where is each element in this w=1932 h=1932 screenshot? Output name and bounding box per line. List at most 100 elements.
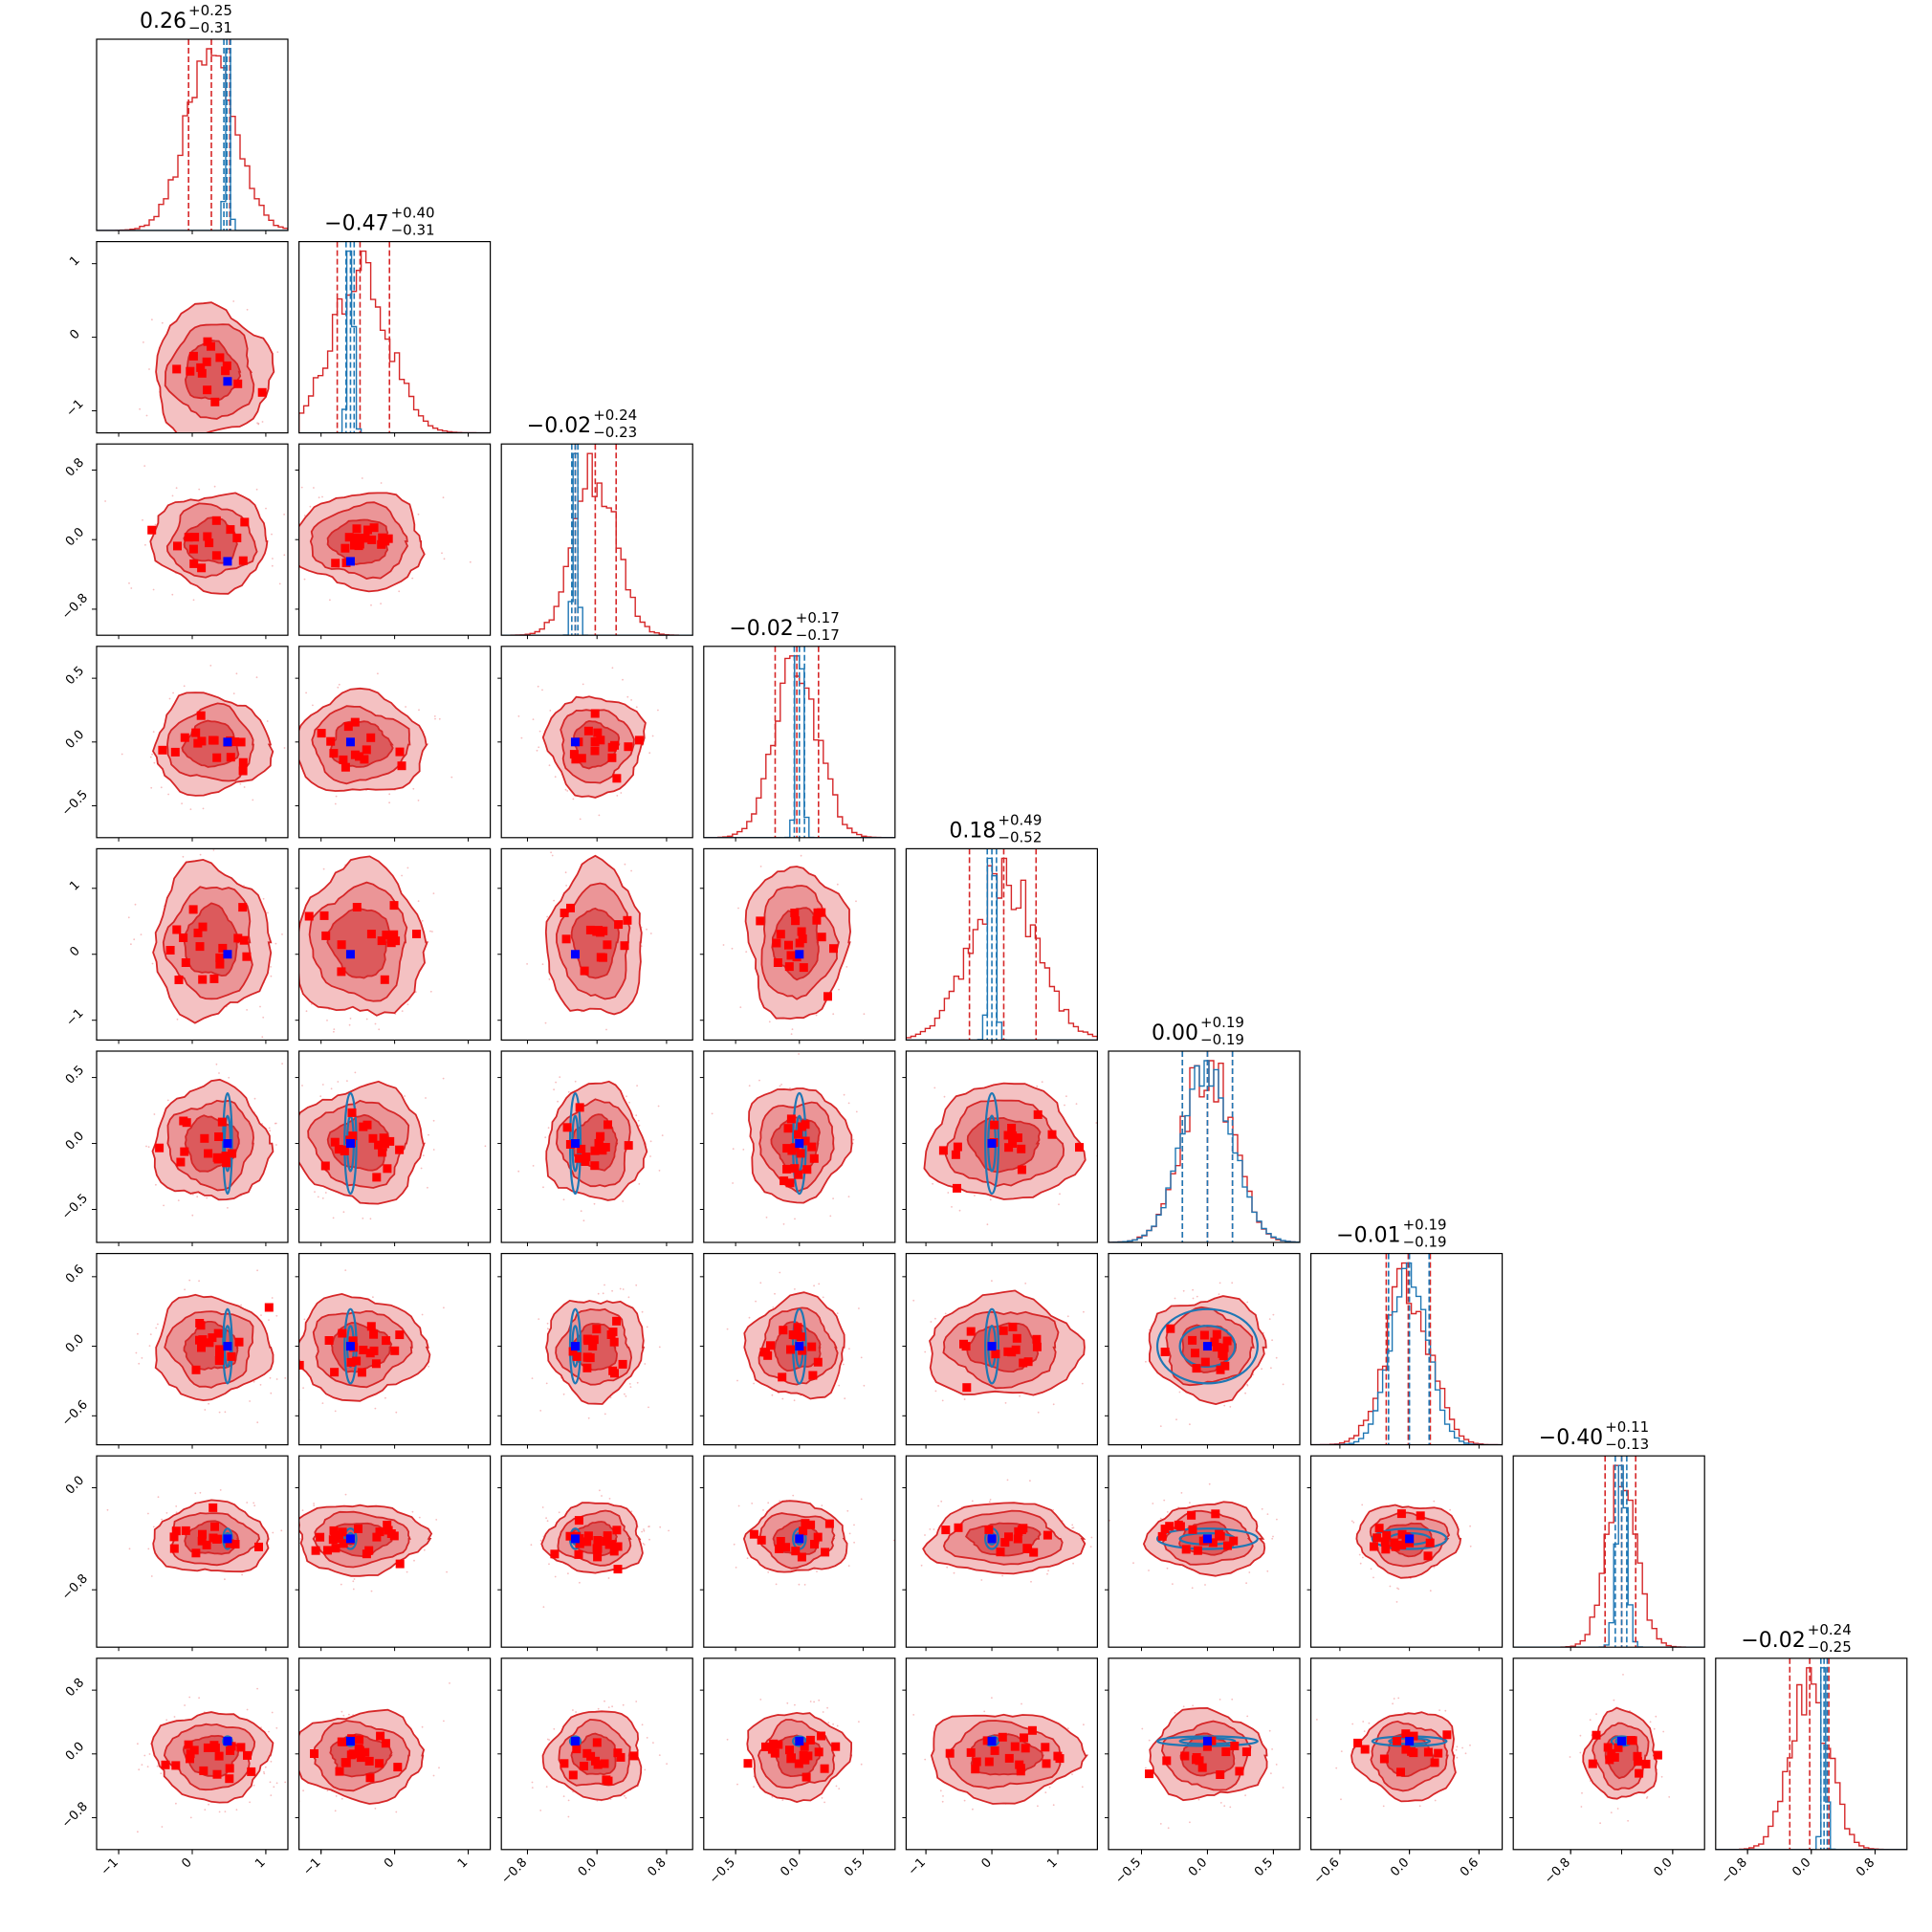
red-marker xyxy=(990,1120,999,1130)
red-sample-point xyxy=(1275,1356,1278,1359)
panel-content xyxy=(97,39,288,231)
red-marker xyxy=(218,943,228,953)
red-sample-point xyxy=(255,676,258,679)
red-marker xyxy=(776,930,785,939)
red-sample-point xyxy=(989,1499,992,1501)
red-sample-point xyxy=(335,795,338,798)
red-sample-point xyxy=(736,1379,738,1382)
red-marker xyxy=(375,1527,384,1537)
red-marker xyxy=(603,940,612,950)
red-sample-point xyxy=(143,465,146,467)
red-marker xyxy=(1032,1334,1042,1344)
red-sample-point xyxy=(609,1396,612,1399)
red-marker xyxy=(797,1122,806,1131)
red-sample-point xyxy=(141,1357,143,1359)
red-sample-point xyxy=(344,1269,347,1271)
red-marker xyxy=(350,540,359,550)
red-sample-point xyxy=(554,776,557,779)
red-sample-point xyxy=(161,321,164,324)
red-sample-point xyxy=(274,942,277,945)
blue-truth-marker xyxy=(223,1534,232,1544)
red-marker xyxy=(1000,1538,1010,1548)
red-marker xyxy=(179,1116,188,1126)
red-marker xyxy=(1187,1510,1197,1520)
red-marker xyxy=(366,930,376,939)
red-sample-point xyxy=(1089,1546,1092,1548)
red-sample-point xyxy=(562,1198,565,1201)
red-marker xyxy=(590,1161,600,1171)
red-marker xyxy=(1033,1109,1043,1119)
red-marker xyxy=(607,1540,617,1549)
red-sample-point xyxy=(354,1071,357,1074)
red-marker xyxy=(596,735,605,745)
red-marker xyxy=(203,532,212,541)
red-marker xyxy=(1017,1144,1026,1153)
panel-frame xyxy=(1309,1455,1504,1648)
red-sample-point xyxy=(151,962,154,965)
red-sample-point xyxy=(1030,1580,1032,1583)
red-sample-point xyxy=(1182,1289,1185,1292)
red-sample-point xyxy=(626,1095,627,1098)
red-sample-point xyxy=(305,692,307,694)
red-marker xyxy=(781,1543,791,1552)
red-sample-point xyxy=(628,1101,630,1104)
red-marker xyxy=(264,1303,274,1312)
red-marker xyxy=(561,934,571,944)
red-marker xyxy=(169,1544,179,1553)
red-sample-point xyxy=(432,892,435,894)
red-marker xyxy=(390,1346,400,1355)
red-sample-point xyxy=(629,1386,632,1389)
red-sample-point xyxy=(413,1559,415,1562)
red-marker xyxy=(215,953,225,962)
red-sample-point xyxy=(659,1526,662,1528)
red-sample-point xyxy=(1276,1518,1278,1521)
red-sample-point xyxy=(272,1531,274,1534)
red-marker xyxy=(593,728,603,737)
red-sample-point xyxy=(348,1713,350,1716)
red-marker xyxy=(242,952,252,961)
red-marker xyxy=(782,1144,792,1153)
red-sample-point xyxy=(641,1310,644,1313)
red-sample-point xyxy=(1148,1570,1150,1571)
red-marker xyxy=(801,1136,810,1146)
red-sample-point xyxy=(133,938,136,941)
red-marker xyxy=(202,357,211,366)
blue-truth-marker xyxy=(345,1342,355,1351)
red-marker xyxy=(389,930,399,939)
red-sample-point xyxy=(361,477,363,479)
red-sample-point xyxy=(271,1297,274,1299)
red-marker xyxy=(238,903,248,912)
blue-truth-marker xyxy=(987,1342,997,1351)
red-marker xyxy=(350,750,360,759)
red-sample-point xyxy=(558,1511,560,1514)
red-sample-point xyxy=(1036,1085,1039,1087)
red-sample-point xyxy=(269,1781,272,1784)
panel-content xyxy=(923,1081,1098,1226)
red-sample-point xyxy=(545,1382,548,1385)
red-sample-point xyxy=(301,1085,303,1087)
red-sample-point xyxy=(1208,1482,1211,1485)
red-sample-point xyxy=(252,1380,255,1383)
red-marker xyxy=(195,942,205,952)
red-sample-point xyxy=(641,1530,643,1533)
red-sample-point xyxy=(1429,1590,1432,1592)
red-sample-point xyxy=(934,1317,936,1320)
red-sample-point xyxy=(362,1218,364,1219)
red-marker xyxy=(340,1145,349,1154)
red-sample-point xyxy=(567,1572,569,1575)
panel-content xyxy=(127,849,283,1039)
red-sample-point xyxy=(262,897,265,900)
red-marker xyxy=(217,1117,227,1127)
panel-content xyxy=(1145,1282,1284,1427)
red-marker xyxy=(1013,1133,1022,1143)
red-sample-point xyxy=(607,1577,610,1579)
red-sample-point xyxy=(711,1112,714,1115)
red-marker xyxy=(364,1546,374,1555)
red-marker xyxy=(382,1336,391,1346)
red-sample-point xyxy=(1041,1081,1043,1084)
red-sample-point xyxy=(411,577,414,580)
red-marker xyxy=(221,366,231,376)
red-sample-point xyxy=(832,1013,835,1016)
red-sample-point xyxy=(275,1782,278,1785)
red-sample-point xyxy=(284,1377,287,1379)
